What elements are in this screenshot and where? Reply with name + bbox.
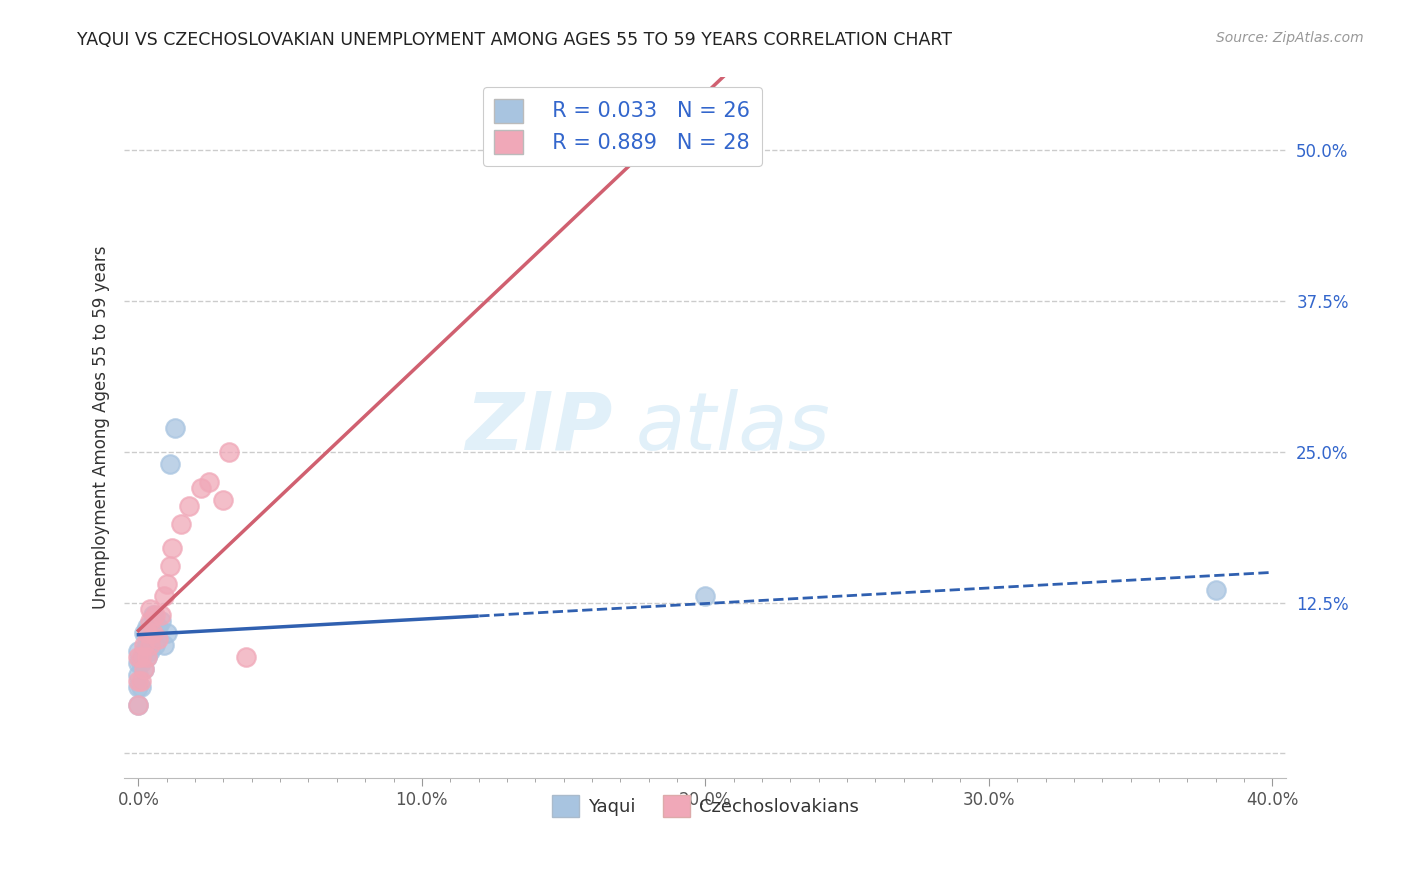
Point	[198, 475, 221, 489]
Point	[132, 644, 155, 658]
Text: ZIP: ZIP	[465, 389, 613, 467]
Point	[129, 649, 152, 664]
Point	[153, 590, 176, 604]
Point	[695, 119, 717, 133]
Point	[135, 625, 157, 640]
Point	[142, 625, 165, 640]
Point	[159, 457, 181, 471]
Point	[695, 590, 717, 604]
Point	[132, 625, 155, 640]
Point	[162, 541, 184, 556]
Text: atlas: atlas	[636, 389, 831, 467]
Point	[138, 638, 160, 652]
Point	[212, 492, 235, 507]
Point	[190, 481, 212, 495]
Point	[135, 649, 157, 664]
Point	[156, 577, 179, 591]
Point	[218, 444, 240, 458]
Point	[127, 698, 149, 713]
Point	[179, 499, 201, 513]
Point	[165, 420, 187, 434]
Point	[127, 644, 149, 658]
Point	[132, 662, 155, 676]
Point	[142, 607, 165, 622]
Point	[235, 649, 257, 664]
Point	[142, 625, 165, 640]
Point	[127, 668, 149, 682]
Point	[138, 614, 160, 628]
Point	[129, 656, 152, 670]
Point	[145, 607, 167, 622]
Text: Source: ZipAtlas.com: Source: ZipAtlas.com	[1216, 31, 1364, 45]
Point	[150, 607, 173, 622]
Point	[156, 625, 179, 640]
Point	[129, 680, 152, 694]
Point	[1205, 583, 1227, 598]
Point	[138, 632, 160, 646]
Point	[135, 620, 157, 634]
Point	[132, 662, 155, 676]
Legend: Yaqui, Czechoslovakians: Yaqui, Czechoslovakians	[544, 788, 866, 824]
Point	[138, 644, 160, 658]
Point	[148, 632, 170, 646]
Point	[153, 638, 176, 652]
Y-axis label: Unemployment Among Ages 55 to 59 years: Unemployment Among Ages 55 to 59 years	[93, 246, 110, 609]
Point	[129, 673, 152, 688]
Point	[148, 620, 170, 634]
Point	[127, 656, 149, 670]
Point	[135, 649, 157, 664]
Point	[170, 517, 193, 532]
Point	[135, 638, 157, 652]
Point	[145, 638, 167, 652]
Point	[132, 638, 155, 652]
Point	[159, 559, 181, 574]
Point	[127, 649, 149, 664]
Point	[127, 698, 149, 713]
Point	[127, 673, 149, 688]
Point	[138, 601, 160, 615]
Point	[127, 680, 149, 694]
Point	[150, 614, 173, 628]
Text: YAQUI VS CZECHOSLOVAKIAN UNEMPLOYMENT AMONG AGES 55 TO 59 YEARS CORRELATION CHAR: YAQUI VS CZECHOSLOVAKIAN UNEMPLOYMENT AM…	[77, 31, 952, 49]
